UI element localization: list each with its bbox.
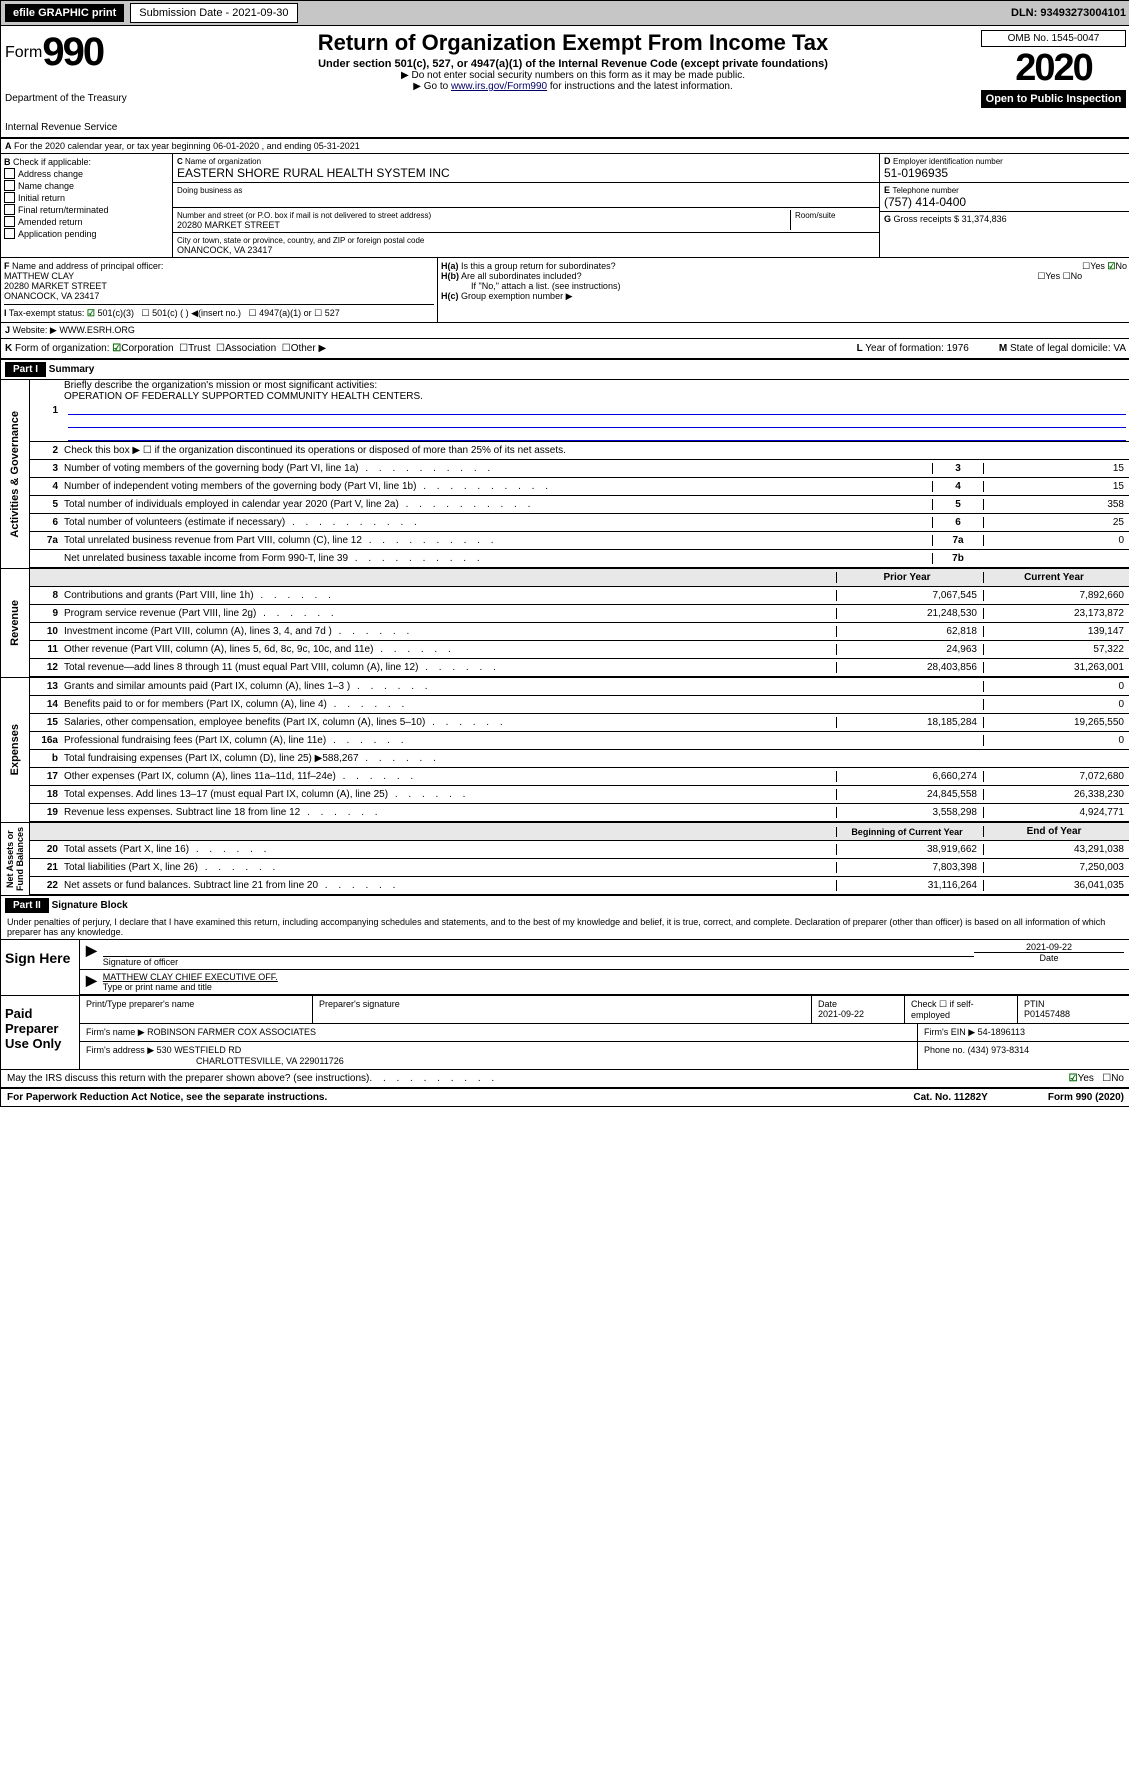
form-title: Return of Organization Exempt From Incom… [165,30,981,56]
b-label: Check if applicable: [13,157,91,167]
agency1: Department of the Treasury [5,93,165,104]
ein: 51-0196935 [884,166,948,180]
phone: (757) 414-0400 [884,195,966,209]
org-name: EASTERN SHORE RURAL HEALTH SYSTEM INC [177,166,450,180]
officer-sig-name: MATTHEW CLAY CHIEF EXECUTIVE OFF. [103,972,278,982]
part2-hdr: Part II [5,898,49,913]
officer-city: ONANCOCK, VA 23417 [4,291,99,301]
sign-here: Sign Here [1,940,80,995]
gross-receipts: 31,374,836 [962,214,1007,224]
form-number: 990 [42,30,103,75]
side-net: Net Assets or Fund Balances [5,823,25,895]
irs-link[interactable]: www.irs.gov/Form990 [451,81,547,92]
firm-addr: 530 WESTFIELD RD [157,1045,242,1055]
officer-addr: 20280 MARKET STREET [4,281,107,291]
tax-year: 2020 [981,47,1126,90]
side-rev: Revenue [9,598,21,648]
org-city: ONANCOCK, VA 23417 [177,245,272,255]
firm-name: ROBINSON FARMER COX ASSOCIATES [147,1027,316,1037]
form-foot: Form 990 (2020) [1048,1092,1124,1103]
submission-date: Submission Date - 2021-09-30 [130,3,297,23]
top-toolbar: efile GRAPHIC print Submission Date - 20… [1,1,1129,26]
agency2: Internal Revenue Service [5,122,165,133]
side-exp: Expenses [9,722,21,777]
mission: OPERATION OF FEDERALLY SUPPORTED COMMUNI… [64,391,423,402]
part1-hdr: Part I [5,362,46,377]
org-street: 20280 MARKET STREET [177,220,280,230]
firm-phone: (434) 973-8314 [968,1045,1030,1055]
ptin: P01457488 [1024,1009,1070,1019]
efile-button[interactable]: efile GRAPHIC print [5,4,124,22]
dln: DLN: 93493273004101 [1011,7,1126,19]
subtitle3: ▶ Go to www.irs.gov/Form990 for instruct… [165,81,981,92]
subtitle2: ▶ Do not enter social security numbers o… [165,70,981,81]
side-gov: Activities & Governance [9,409,21,540]
website: WWW.ESRH.ORG [59,325,135,335]
omb: OMB No. 1545-0047 [981,30,1126,47]
paid-prep: Paid Preparer Use Only [1,996,80,1069]
paperwork-notice: For Paperwork Reduction Act Notice, see … [7,1092,327,1103]
perjury-decl: Under penalties of perjury, I declare th… [1,915,1129,940]
subtitle1: Under section 501(c), 527, or 4947(a)(1)… [165,58,981,70]
form-word: Form [5,44,42,62]
line-a: A For the 2020 calendar year, or tax yea… [1,139,1129,154]
officer-name: MATTHEW CLAY [4,271,74,281]
firm-ein: 54-1896113 [978,1027,1025,1037]
open-inspection: Open to Public Inspection [981,90,1126,108]
cat-no: Cat. No. 11282Y [913,1092,987,1103]
